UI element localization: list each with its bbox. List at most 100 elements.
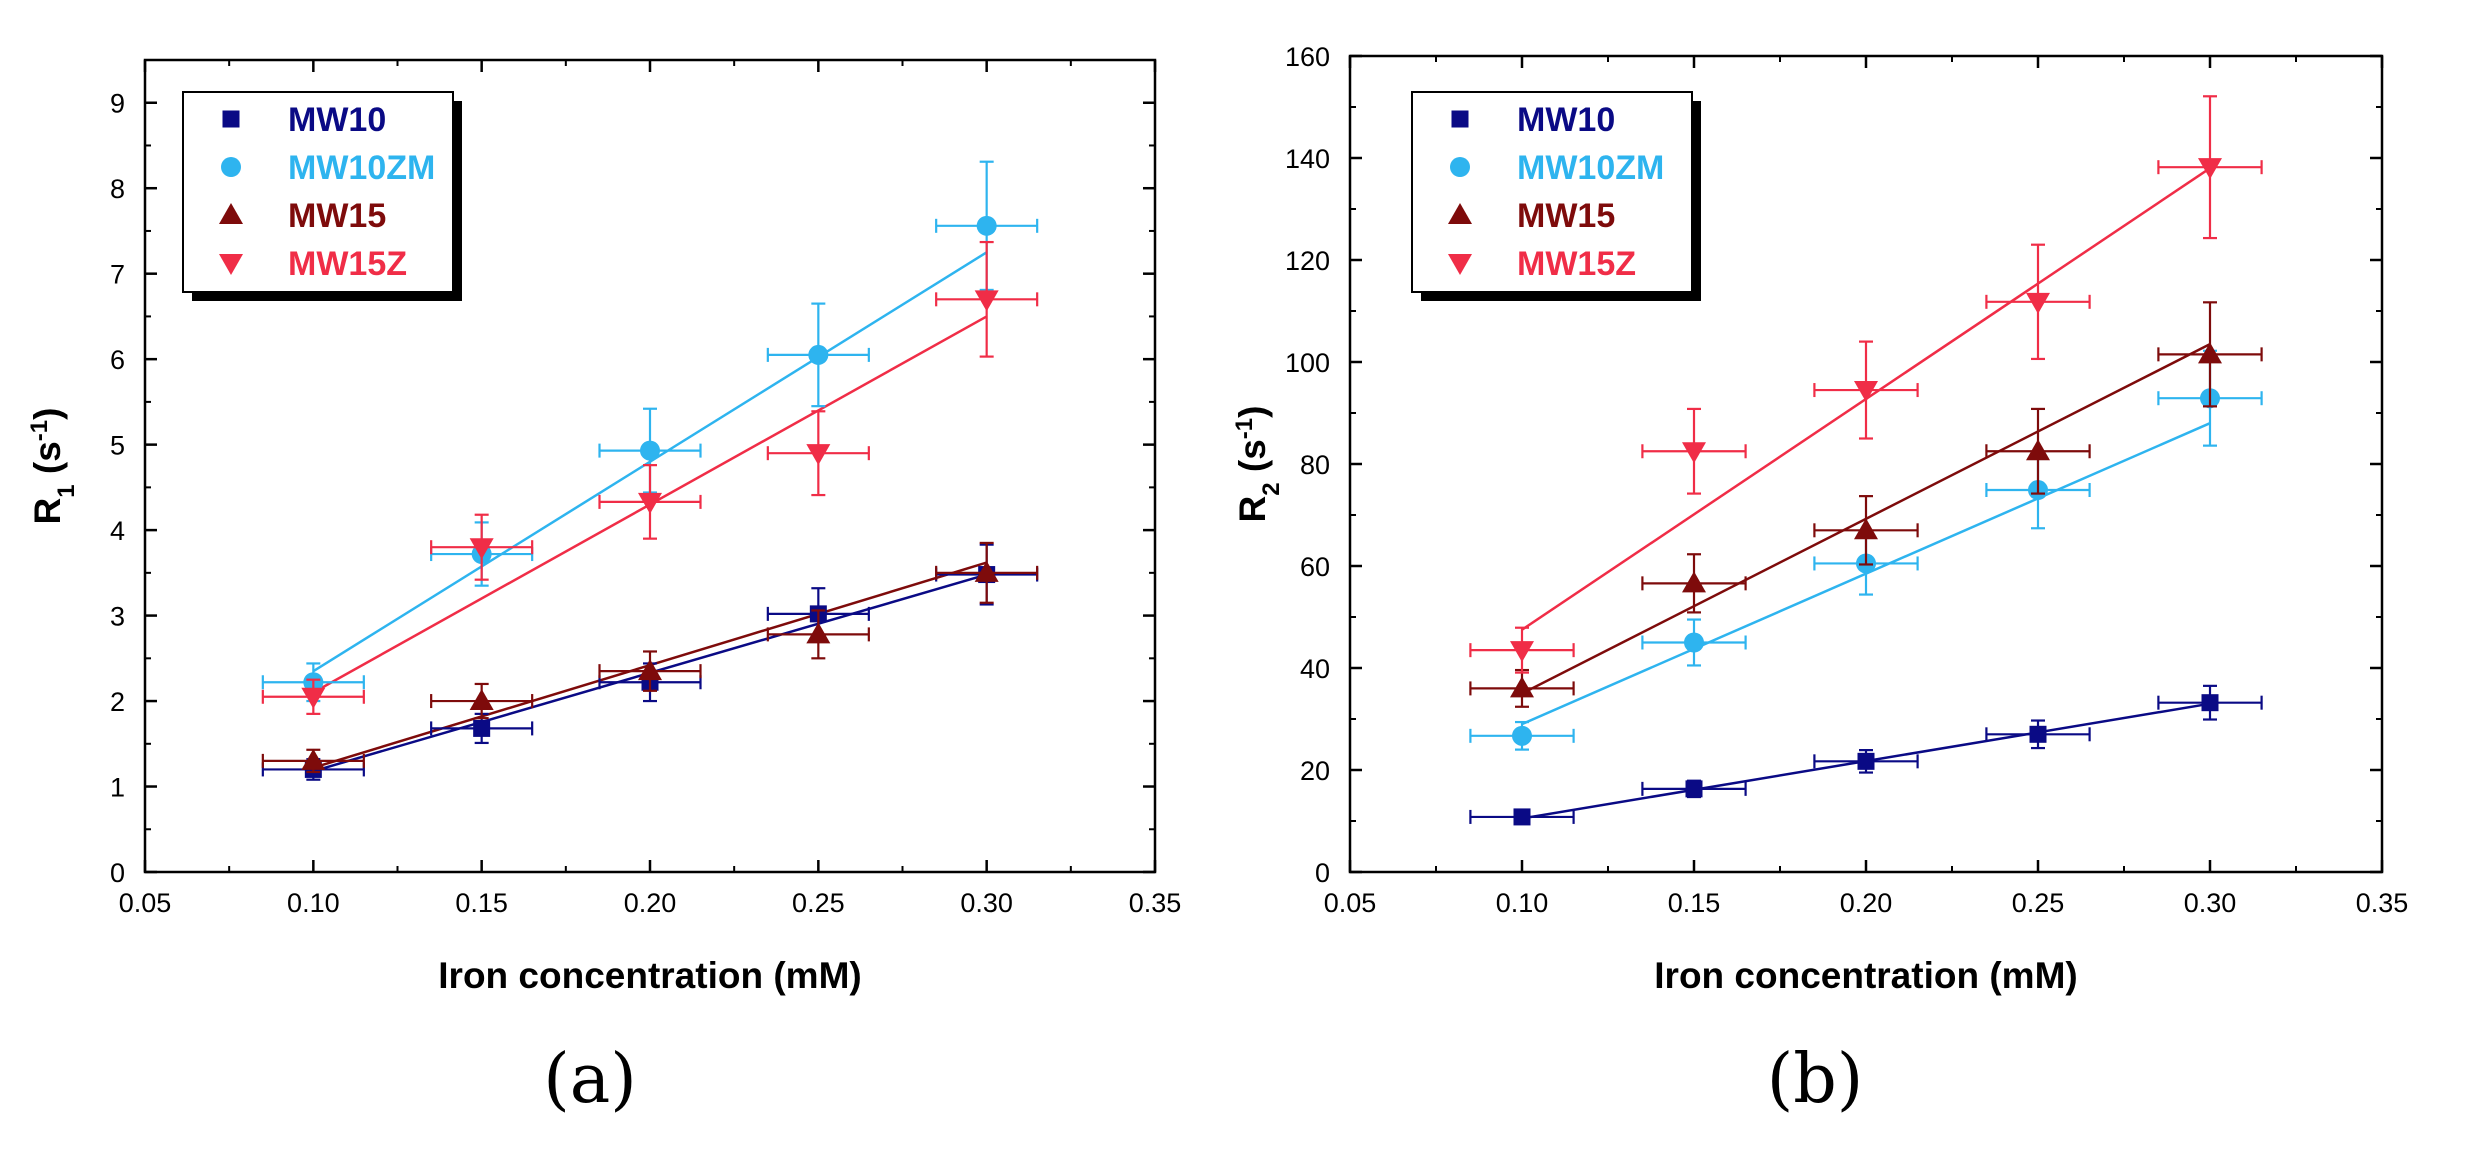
y-tick-label: 120 (1285, 246, 1330, 276)
series-mw15z (261, 240, 1039, 715)
y-tick-label: 60 (1300, 552, 1330, 582)
x-tick-label: 0.30 (960, 888, 1013, 918)
legend-label-mw15z: MW15Z (288, 245, 407, 283)
legend-marker-mw15z (1448, 254, 1472, 275)
data-point (1682, 442, 1706, 464)
x-tick-label: 0.35 (2356, 888, 2409, 918)
x-tick-label: 0.15 (1668, 888, 1721, 918)
chart-panel-b: 0.05 0.10 0.15 0.20 0.25 0.30 0.35 0 20 40 60 80 100… (1231, 42, 2409, 1119)
series-mw15 (1469, 301, 2263, 708)
x-axis-title: Iron concentration (mM) (438, 955, 861, 996)
y-tick-label: 100 (1285, 348, 1330, 378)
legend-marker-mw15 (1448, 203, 1472, 224)
x-tick-label: 0.15 (455, 888, 508, 918)
y-axis-title-close: ) (1232, 406, 1273, 418)
data-point (638, 659, 662, 681)
x-tick-label: 0.25 (2012, 888, 2065, 918)
x-tick-label: 0.30 (2184, 888, 2237, 918)
data-point (2198, 342, 2222, 364)
data-point (1685, 780, 1703, 798)
data-point (473, 719, 491, 737)
data-point (2201, 694, 2219, 712)
y-tick-label: 160 (1285, 42, 1330, 72)
data-point (469, 689, 494, 711)
legend-label-mw10: MW10 (288, 101, 386, 139)
data-point (1682, 571, 1706, 593)
x-axis-title: Iron concentration (mM) (1654, 955, 2077, 996)
data-point (1510, 641, 1534, 663)
legend-label-mw15z: MW15Z (1517, 245, 1636, 283)
data-point (640, 440, 660, 461)
data-point (806, 444, 831, 466)
y-axis-title-base: R (27, 498, 68, 525)
y-tick-label: 8 (110, 174, 125, 204)
y-axis-title: R2 (s-1) (1231, 406, 1285, 523)
data-point (2026, 439, 2050, 461)
x-tick-label: 0.10 (1496, 888, 1549, 918)
legend-marker-mw15 (219, 203, 243, 224)
data-point (1510, 676, 1534, 698)
legend-marker-mw10zm (221, 157, 241, 177)
data-point (806, 622, 831, 644)
chart-panel-a: 0.05 0.10 0.15 0.20 0.25 0.30 0.35 0 1 2 3 4 5 6 7 8 9 Ir… (26, 58, 1182, 1119)
y-axis-title-sup: -1 (1231, 418, 1258, 439)
y-axis-title-base: R (1232, 496, 1273, 523)
panel-label: (a) (543, 1040, 637, 1119)
data-point (1513, 808, 1531, 826)
series-mw15z (1469, 95, 2263, 674)
y-axis-title-close: ) (27, 408, 68, 420)
legend: MW10 MW10ZM MW15 MW15Z (1411, 91, 1701, 301)
data-point (1512, 725, 1532, 746)
data-point (469, 538, 494, 560)
y-tick-label: 0 (1315, 858, 1330, 888)
x-tick-label: 0.05 (1324, 888, 1377, 918)
data-point (1854, 518, 1878, 540)
data-point (2026, 292, 2050, 314)
y-tick-label: 40 (1300, 654, 1330, 684)
legend-marker-mw10 (222, 110, 240, 128)
legend-label-mw10zm: MW10ZM (1517, 149, 1664, 187)
legend: MW10 MW10ZM MW15 MW15Z (182, 91, 462, 301)
y-tick-label: 2 (110, 687, 125, 717)
y-tick-label: 20 (1300, 756, 1330, 786)
x-tick-label: 0.25 (792, 888, 845, 918)
y-tick-label: 0 (110, 858, 125, 888)
data-point (1854, 381, 1878, 403)
y-tick-label: 6 (110, 345, 125, 375)
x-tick-label: 0.35 (1129, 888, 1182, 918)
y-axis-title-unit: (s (1232, 439, 1273, 482)
y-tick-label: 3 (110, 602, 125, 632)
legend-marker-mw15z (219, 254, 243, 275)
data-point (976, 215, 997, 236)
legend-marker-mw10zm (1450, 157, 1470, 177)
y-tick-label: 4 (110, 516, 125, 546)
panel-label: (b) (1767, 1040, 1864, 1119)
series-mw10 (1469, 684, 2263, 826)
data-point (1857, 752, 1875, 770)
y-tick-label: 9 (110, 89, 125, 119)
y-tick-label: 7 (110, 260, 125, 290)
legend-label-mw10zm: MW10ZM (288, 149, 435, 187)
legend-label-mw15: MW15 (288, 197, 386, 235)
legend-label-mw10: MW10 (1517, 101, 1615, 139)
y-tick-label: 80 (1300, 450, 1330, 480)
x-tick-label: 0.20 (624, 888, 677, 918)
x-tick-label: 0.05 (119, 888, 172, 918)
data-point (301, 687, 326, 709)
series-mw15 (261, 541, 1039, 774)
legend-label-mw15: MW15 (1517, 197, 1615, 235)
data-point (1684, 632, 1704, 653)
y-axis-title-sup: -1 (26, 420, 53, 441)
x-tick-label: 0.20 (1840, 888, 1893, 918)
data-point (2029, 725, 2047, 743)
data-point (301, 748, 326, 770)
y-axis-title-unit: (s (27, 441, 68, 484)
y-tick-label: 1 (110, 773, 125, 803)
legend-marker-mw10 (1451, 110, 1469, 128)
data-point (808, 344, 829, 365)
x-tick-label: 0.10 (287, 888, 340, 918)
y-axis-title-sub: 1 (53, 484, 80, 497)
y-axis-title-sub: 2 (1258, 482, 1285, 495)
data-point (974, 560, 999, 582)
